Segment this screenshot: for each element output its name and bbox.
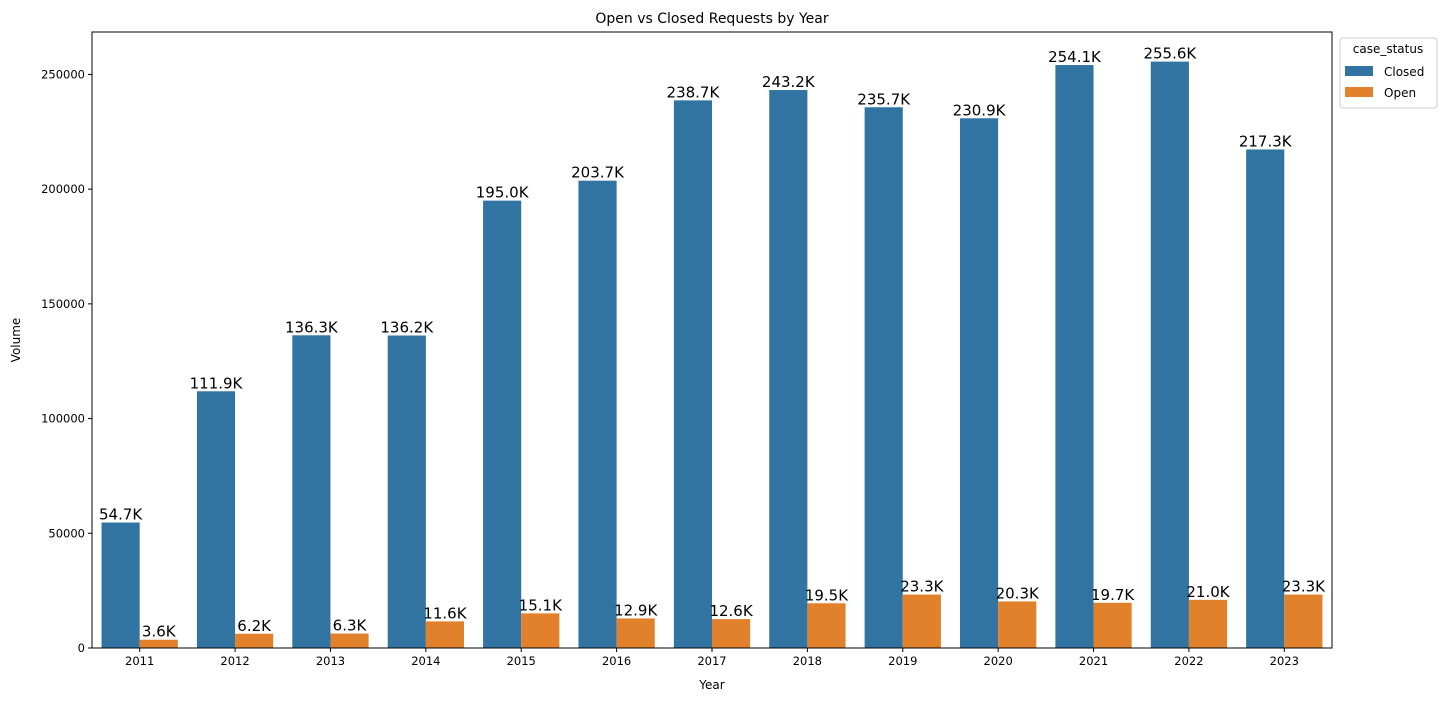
bar-closed-2017 — [673, 100, 712, 648]
x-tick-label-2014: 2014 — [411, 654, 440, 668]
bar-open-2015 — [521, 613, 560, 648]
bar-closed-2022 — [1150, 61, 1189, 649]
data-label-open-2012: 6.2K — [237, 617, 272, 635]
data-label-closed-2016: 203.7K — [571, 164, 625, 182]
legend-label-open: Open — [1384, 86, 1416, 100]
data-label-open-2016: 12.9K — [614, 601, 658, 619]
data-label-open-2015: 15.1K — [519, 596, 563, 614]
chart-title: Open vs Closed Requests by Year — [595, 11, 828, 27]
legend: case_status Closed Open — [1339, 37, 1438, 109]
x-tick-label-2022: 2022 — [1174, 654, 1203, 668]
y-axis-label: Volume — [9, 318, 23, 363]
data-label-open-2019: 23.3K — [900, 578, 944, 596]
bar-closed-2016 — [578, 180, 617, 648]
y-tick-label-200000: 200000 — [41, 182, 85, 196]
bar-open-2013 — [330, 633, 369, 648]
data-label-closed-2019: 235.7K — [857, 90, 911, 108]
bar-closed-2019 — [864, 107, 903, 648]
bar-open-2021 — [1093, 602, 1132, 648]
legend-swatch-open — [1345, 87, 1373, 97]
bar-closed-2013 — [292, 335, 331, 648]
bar-labels-group: 54.7K 3.6K 111.9K 6.2K 136.3K 6.3K 136.2K 11.6K… — [99, 45, 1326, 641]
bar-closed-2020 — [960, 118, 999, 648]
data-label-closed-2021: 254.1K — [1048, 48, 1102, 66]
bar-open-2020 — [998, 601, 1037, 648]
x-tick-label-2011: 2011 — [125, 654, 154, 668]
bar-closed-2021 — [1055, 65, 1094, 649]
data-label-closed-2015: 195.0K — [476, 184, 530, 202]
data-label-open-2021: 19.7K — [1091, 586, 1135, 604]
data-label-closed-2018: 243.2K — [762, 73, 816, 91]
y-tick-label-100000: 100000 — [41, 412, 85, 426]
x-tick-label-2016: 2016 — [602, 654, 631, 668]
data-label-closed-2023: 217.3K — [1239, 132, 1293, 150]
bar-closed-2012 — [196, 391, 236, 648]
y-tick-label-250000: 250000 — [41, 67, 85, 81]
x-tick-label-2017: 2017 — [697, 654, 726, 668]
bar-closed-2011 — [101, 522, 140, 648]
y-tick-label-50000: 50000 — [48, 526, 85, 540]
x-axis-label: Year — [698, 678, 724, 692]
data-label-open-2020: 20.3K — [996, 584, 1040, 602]
data-label-closed-2020: 230.9K — [953, 101, 1007, 119]
data-label-open-2011: 3.6K — [142, 623, 177, 641]
bar-closed-2015 — [483, 200, 522, 648]
bar-open-2017 — [712, 619, 751, 648]
bar-open-2012 — [235, 633, 274, 648]
bar-open-2023 — [1284, 594, 1323, 648]
bar-open-2022 — [1188, 599, 1228, 648]
x-tick-label-2019: 2019 — [888, 654, 917, 668]
x-tick-label-2012: 2012 — [220, 654, 249, 668]
data-label-open-2023: 23.3K — [1282, 578, 1326, 596]
bar-open-2016 — [616, 618, 655, 648]
bar-open-2014 — [425, 621, 464, 648]
data-label-closed-2011: 54.7K — [99, 506, 143, 524]
legend-swatch-closed — [1345, 66, 1373, 76]
data-label-closed-2012: 111.9K — [190, 374, 244, 392]
data-label-open-2013: 6.3K — [333, 617, 368, 635]
x-tick-label-2015: 2015 — [507, 654, 536, 668]
bar-open-2011 — [139, 639, 178, 648]
data-label-open-2018: 19.5K — [805, 586, 849, 604]
data-label-open-2017: 12.6K — [709, 602, 753, 620]
bars-group — [101, 61, 1323, 649]
bar-closed-2023 — [1246, 149, 1285, 649]
data-label-closed-2017: 238.7K — [667, 83, 721, 101]
y-tick-label-0: 0 — [78, 641, 85, 655]
data-label-closed-2013: 136.3K — [285, 318, 339, 336]
x-tick-label-2013: 2013 — [316, 654, 345, 668]
y-tick-label-150000: 150000 — [41, 297, 85, 311]
x-tick-label-2018: 2018 — [793, 654, 822, 668]
x-tick-label-2020: 2020 — [984, 654, 1013, 668]
bar-open-2018 — [807, 603, 846, 648]
data-label-open-2014: 11.6K — [423, 604, 467, 622]
data-label-closed-2022: 255.6K — [1143, 45, 1197, 63]
axes-group: 0 50000 100000 150000 200000 250000 2011 2012 20… — [41, 31, 1333, 668]
legend-title: case_status — [1353, 42, 1423, 56]
x-tick-label-2021: 2021 — [1079, 654, 1108, 668]
bar-closed-2014 — [387, 335, 426, 648]
x-tick-label-2023: 2023 — [1270, 654, 1299, 668]
legend-label-closed: Closed — [1384, 65, 1424, 79]
bar-open-2019 — [902, 594, 941, 648]
bar-closed-2018 — [769, 90, 808, 648]
data-label-open-2022: 21.0K — [1186, 583, 1230, 601]
data-label-closed-2014: 136.2K — [380, 319, 434, 337]
